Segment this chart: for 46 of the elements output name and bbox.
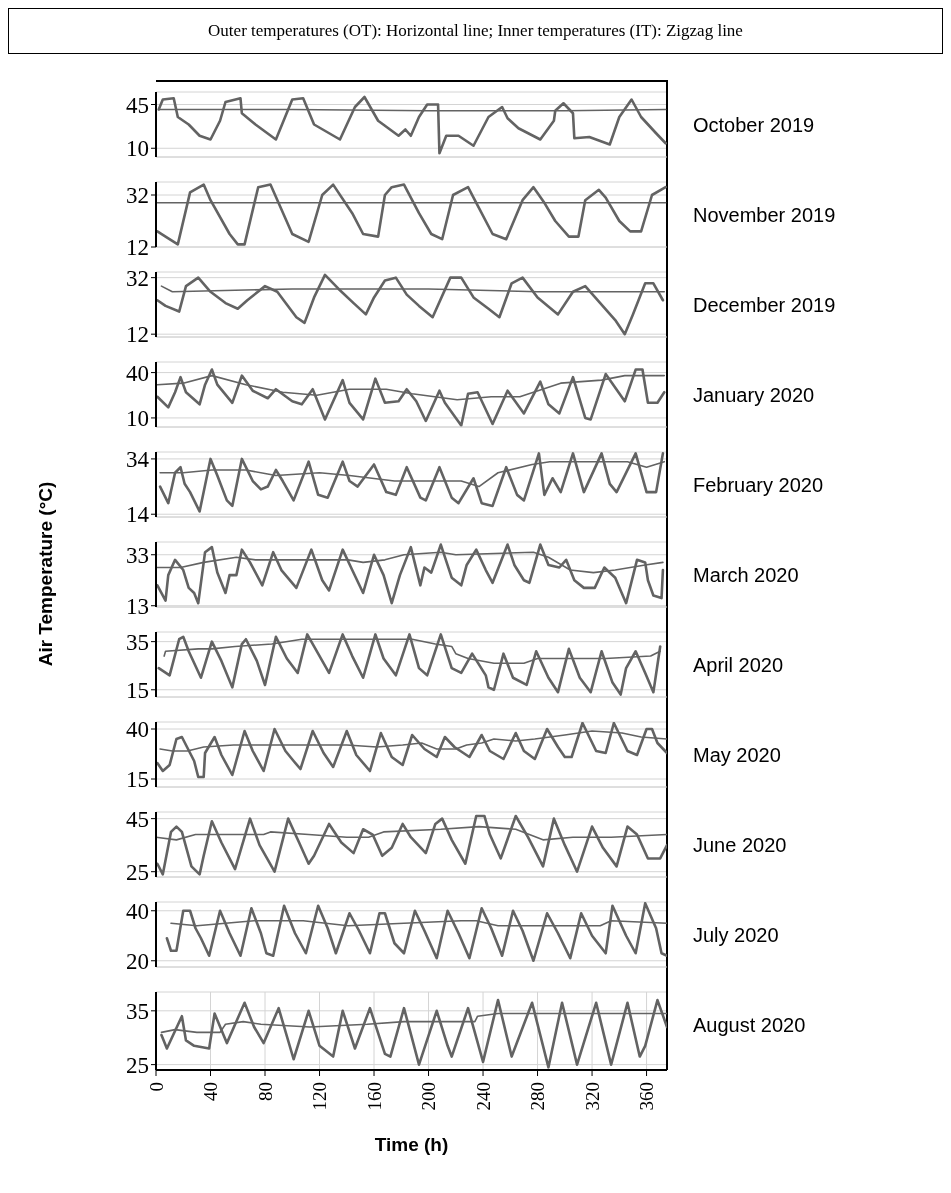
y-tick-label: 20 [126, 948, 149, 974]
text: March 2020 [693, 564, 799, 586]
text: July 2020 [693, 924, 779, 946]
x-axis-title: Time (h) [373, 1134, 450, 1156]
text: June 2020 [693, 834, 787, 856]
x-tick-label: 40 [200, 1082, 222, 1101]
y-tick-label: 40 [126, 360, 149, 386]
y-tick-label: 25 [126, 1052, 149, 1078]
y-tick-label: 32 [126, 265, 149, 291]
x-tick-label: 80 [254, 1082, 276, 1101]
x-tick-label: 320 [581, 1082, 603, 1111]
x-tick-label: 280 [527, 1082, 549, 1111]
text: November 2019 [693, 204, 836, 226]
x-tick-label: 360 [636, 1082, 658, 1111]
y-axis-title: Air Temperature (°C) [35, 480, 57, 669]
y-tick-label: 13 [126, 593, 149, 619]
x-tick-label: 240 [472, 1082, 494, 1111]
text: October 2019 [693, 114, 815, 136]
y-tick-label: 40 [126, 717, 149, 743]
y-tick-label: 45 [126, 806, 149, 832]
y-tick-label: 45 [126, 92, 149, 118]
y-tick-label: 15 [126, 677, 149, 703]
y-tick-label: 35 [126, 629, 149, 655]
y-tick-label: 32 [126, 183, 149, 209]
y-tick-label: 33 [126, 542, 149, 568]
y-tick-label: 35 [126, 998, 149, 1024]
y-tick-label: 15 [126, 767, 149, 793]
text: May 2020 [693, 744, 781, 766]
x-tick-label: 200 [418, 1082, 440, 1111]
y-tick-label: 10 [126, 406, 149, 432]
text: April 2020 [693, 654, 784, 676]
y-tick-label: 40 [126, 898, 149, 924]
text: December 2019 [693, 294, 836, 316]
text: February 2020 [693, 474, 824, 496]
y-tick-label: 34 [126, 447, 150, 473]
y-tick-label: 25 [126, 859, 149, 885]
y-tick-label: 14 [126, 502, 150, 528]
y-tick-label: 10 [126, 136, 149, 162]
chart-title: Outer temperatures (OT): Horizontal line; Inner temperatures (IT): Zigzag line [8, 8, 943, 54]
y-tick-label: 12 [126, 235, 149, 261]
y-tick-label: 12 [126, 322, 149, 348]
x-tick-label: 0 [145, 1082, 167, 1092]
text: January 2020 [693, 384, 815, 406]
text: August 2020 [693, 1014, 806, 1036]
x-tick-label: 120 [309, 1082, 331, 1111]
x-tick-label: 160 [363, 1082, 385, 1111]
